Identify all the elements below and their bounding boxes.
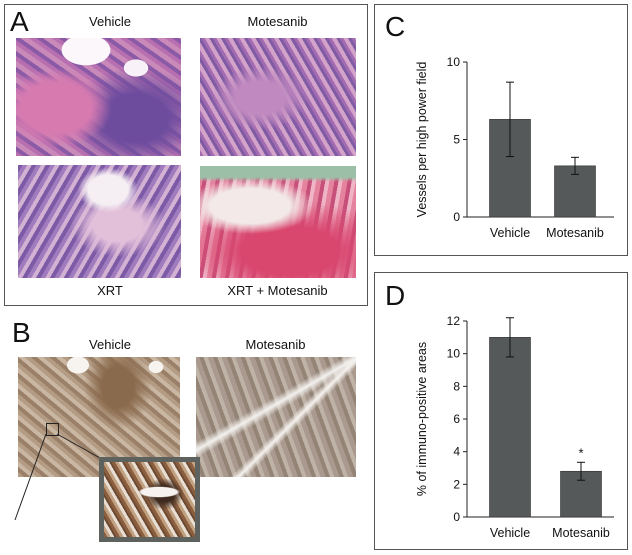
chart-d-x-tick-label: Vehicle — [490, 526, 530, 540]
panel-a-letter: A — [10, 6, 29, 37]
panel-a-caption-xrt-motesanib: XRT + Motesanib — [227, 283, 328, 298]
chart-d-bar-vehicle — [489, 337, 531, 518]
panel-b-letter: B — [12, 317, 31, 348]
chart-c-y-tick-label: 5 — [453, 133, 460, 147]
chart-c-x-tick-label: Vehicle — [490, 226, 530, 240]
he-image-vehicle — [16, 38, 181, 156]
chart-d-y-tick-label: 10 — [447, 347, 461, 361]
panel-a-caption-vehicle: Vehicle — [89, 14, 131, 29]
chart-d-y-tick-label: 0 — [453, 510, 460, 524]
panel-a-caption-motesanib: Motesanib — [247, 14, 308, 29]
chart-d-svg: 0 2 4 6 8 10 12 % of immuno-positive areas Vehic… — [415, 314, 614, 540]
ihc-zoom-inset-image — [104, 462, 195, 537]
chart-d-significance-marker: * — [578, 445, 583, 460]
chart-c-x-tick-label: Motesanib — [546, 226, 604, 240]
chart-d-y-tick-label: 4 — [453, 445, 460, 459]
he-image-motesanib — [200, 38, 356, 156]
chart-d-y-axis-label: % of immuno-positive areas — [415, 342, 429, 496]
ihc-zoom-inset-frame — [99, 457, 200, 542]
chart-d-y-tick-label: 2 — [453, 477, 460, 491]
ihc-zoom-region-marker — [46, 423, 59, 436]
ihc-image-motesanib — [196, 357, 356, 477]
chart-c-y-tick-label: 0 — [453, 210, 460, 224]
he-image-xrt — [18, 165, 181, 278]
chart-d-y-tick-label: 8 — [453, 379, 460, 393]
chart-d-x-tick-label: Motesanib — [552, 526, 610, 540]
panel-a-caption-xrt: XRT — [97, 283, 123, 298]
panel-b-caption-vehicle: Vehicle — [89, 337, 131, 352]
chart-c-y-axis-label: Vessels per high power field — [415, 62, 429, 218]
panel-c-letter: C — [385, 11, 406, 42]
panel-d-letter: D — [385, 280, 406, 311]
chart-d-y-tick-label: 12 — [447, 314, 461, 328]
chart-c-svg: 0 5 10 Vessels per high power field Vehicle M… — [415, 55, 614, 240]
he-image-xrt-motesanib — [200, 166, 356, 278]
panel-b-caption-motesanib: Motesanib — [245, 337, 306, 352]
chart-c-y-tick-label: 10 — [447, 55, 461, 69]
chart-d-y-tick-label: 6 — [453, 412, 460, 426]
